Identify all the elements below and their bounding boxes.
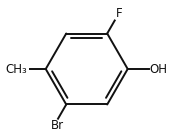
Text: Br: Br (51, 119, 64, 132)
Text: F: F (115, 7, 122, 20)
Text: OH: OH (150, 63, 168, 75)
Text: CH₃: CH₃ (6, 63, 27, 75)
